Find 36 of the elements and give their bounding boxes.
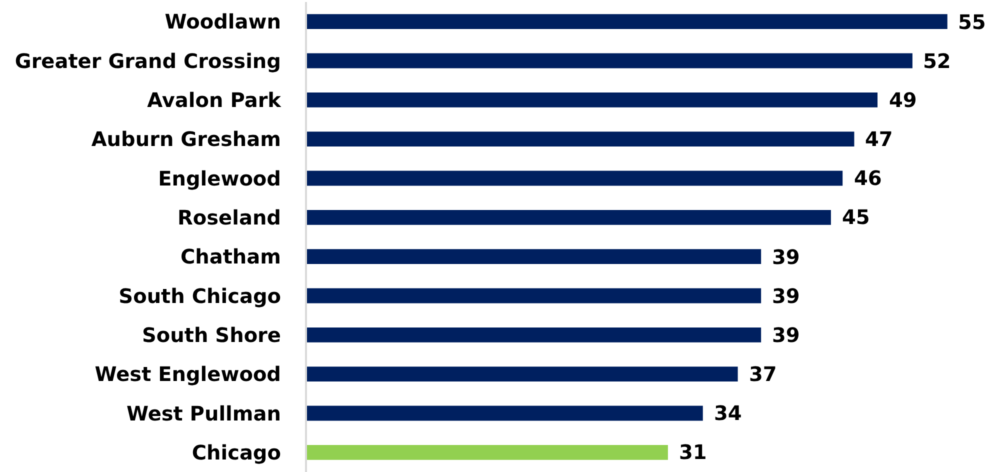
- y-tick-label: Avalon Park: [147, 88, 282, 112]
- bar: [307, 210, 831, 225]
- bar: [307, 327, 762, 342]
- y-tick-label: Roseland: [177, 205, 281, 230]
- bar: [307, 406, 703, 421]
- data-label: 52: [923, 49, 951, 73]
- bar: [307, 444, 668, 460]
- data-label: 39: [772, 284, 800, 308]
- data-label: 49: [889, 88, 917, 112]
- data-label: 47: [865, 127, 893, 151]
- data-label: 39: [772, 323, 800, 347]
- bar: [307, 366, 738, 382]
- data-label: 45: [842, 205, 870, 229]
- bar: [307, 14, 948, 30]
- bar: [307, 288, 762, 304]
- y-tick-label: Woodlawn: [164, 10, 281, 34]
- bar: [307, 170, 843, 186]
- data-label: 37: [749, 362, 777, 386]
- y-tick-label: Auburn Gresham: [91, 127, 281, 152]
- bar: [307, 132, 854, 147]
- data-label: 31: [679, 440, 707, 464]
- y-tick-label: Englewood: [158, 166, 281, 190]
- data-label: 46: [854, 166, 882, 190]
- y-tick-label: South Shore: [142, 322, 281, 347]
- bar: [307, 92, 878, 108]
- y-tick-label: West Englewood: [94, 362, 281, 386]
- data-label: 34: [714, 401, 742, 425]
- y-tick-label: West Pullman: [126, 401, 281, 426]
- data-label: 39: [772, 245, 800, 269]
- y-tick-label: South Chicago: [118, 284, 281, 308]
- bar: [307, 249, 762, 264]
- bar: [307, 53, 912, 68]
- y-tick-label: Chatham: [180, 244, 281, 269]
- data-label: 55: [958, 10, 986, 34]
- y-tick-label: Greater Grand Crossing: [14, 48, 281, 73]
- y-tick-label: Chicago: [192, 440, 281, 464]
